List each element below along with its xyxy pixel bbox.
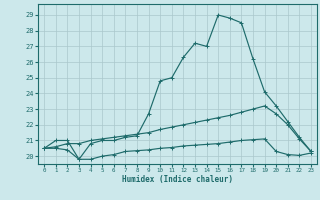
X-axis label: Humidex (Indice chaleur): Humidex (Indice chaleur) [122,175,233,184]
